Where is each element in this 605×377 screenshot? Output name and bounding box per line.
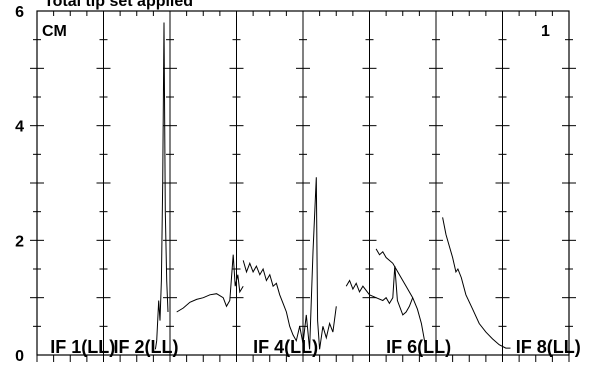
panel-label: IF 6(LL) — [386, 337, 451, 357]
corner-label-right: 1 — [541, 23, 550, 40]
panel-labels: IF 1(LL)IF 2(LL) IF 4(LL) IF 6(LL) IF 8(LL) — [50, 337, 581, 357]
panel-label: IF 2(LL) — [113, 337, 178, 357]
series-line-5 — [375, 248, 427, 350]
panel-label: IF 8(LL) — [516, 337, 581, 357]
y-tick-label: 6 — [15, 4, 24, 21]
y-tick-label: 4 — [15, 119, 24, 136]
corner-label-left: CM — [42, 23, 67, 40]
y-tick-label: 0 — [15, 348, 24, 365]
series-line-1 — [154, 22, 169, 350]
plot-frame — [36, 10, 570, 356]
series-line-6 — [442, 217, 511, 349]
series-line-4 — [345, 266, 414, 316]
panel-label: IF 1(LL) — [50, 337, 115, 357]
y-tick-labels: 0 2 4 6 — [15, 4, 24, 365]
series-line-3 — [242, 177, 337, 350]
series-line-2 — [176, 254, 244, 313]
chart-title: Total tip set applied — [44, 0, 193, 10]
y-tick-label: 2 — [15, 233, 24, 250]
panel-label: IF 4(LL) — [253, 337, 318, 357]
ticks — [30, 11, 576, 362]
series-layer — [154, 22, 511, 350]
